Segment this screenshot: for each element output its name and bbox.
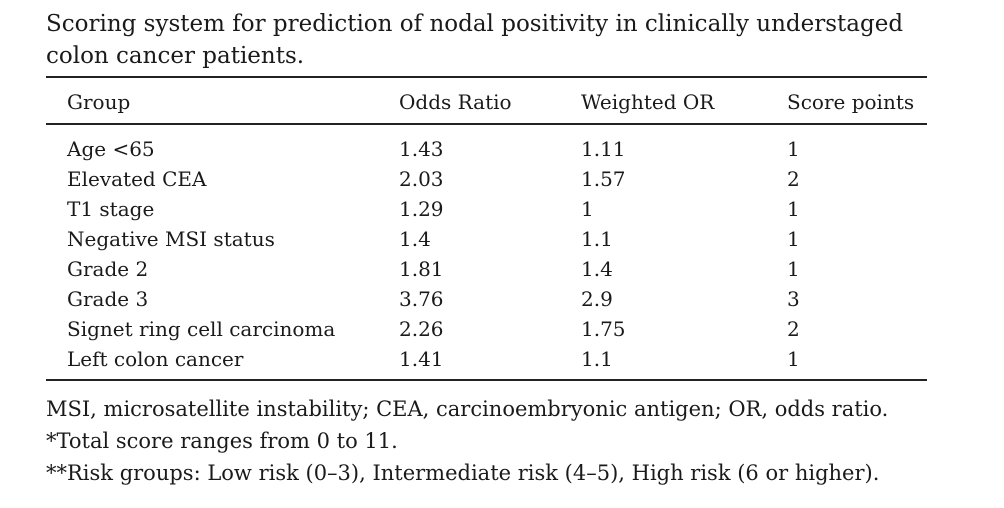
header-score-points: Score points bbox=[787, 90, 915, 114]
table-header-rule bbox=[46, 123, 927, 125]
table-row: Negative MSI status 1.4 1.1 1 bbox=[46, 224, 927, 254]
cell-weighted-or: 1.57 bbox=[581, 167, 626, 191]
cell-score-points: 2 bbox=[787, 167, 800, 191]
cell-score-points: 1 bbox=[787, 227, 800, 251]
cell-group: Negative MSI status bbox=[67, 227, 275, 251]
cell-score-points: 3 bbox=[787, 287, 800, 311]
table-row: Left colon cancer 1.41 1.1 1 bbox=[46, 344, 927, 374]
cell-group: Left colon cancer bbox=[67, 347, 244, 371]
cell-score-points: 1 bbox=[787, 347, 800, 371]
cell-odds-ratio: 1.29 bbox=[399, 197, 444, 221]
table-row: Grade 3 3.76 2.9 3 bbox=[46, 284, 927, 314]
cell-odds-ratio: 1.43 bbox=[399, 137, 444, 161]
cell-group: Grade 3 bbox=[67, 287, 149, 311]
cell-odds-ratio: 1.4 bbox=[399, 227, 431, 251]
cell-score-points: 1 bbox=[787, 197, 800, 221]
cell-score-points: 1 bbox=[787, 137, 800, 161]
cell-weighted-or: 1.1 bbox=[581, 227, 613, 251]
header-row: Group Odds Ratio Weighted OR Score point… bbox=[46, 86, 927, 118]
cell-group: Age <65 bbox=[67, 137, 155, 161]
cell-group: T1 stage bbox=[67, 197, 155, 221]
table-top-rule bbox=[46, 76, 927, 78]
cell-odds-ratio: 2.03 bbox=[399, 167, 444, 191]
footnote-abbreviations: MSI, microsatellite instability; CEA, ca… bbox=[46, 397, 889, 421]
cell-odds-ratio: 3.76 bbox=[399, 287, 444, 311]
cell-weighted-or: 1.11 bbox=[581, 137, 626, 161]
cell-weighted-or: 1.1 bbox=[581, 347, 613, 371]
cell-odds-ratio: 2.26 bbox=[399, 317, 444, 341]
cell-weighted-or: 1 bbox=[581, 197, 594, 221]
table-row: T1 stage 1.29 1 1 bbox=[46, 194, 927, 224]
header-weighted-or: Weighted OR bbox=[581, 90, 715, 114]
cell-score-points: 1 bbox=[787, 257, 800, 281]
table-footnotes: MSI, microsatellite instability; CEA, ca… bbox=[46, 393, 946, 489]
table-caption: Scoring system for prediction of nodal p… bbox=[46, 11, 904, 69]
cell-group: Signet ring cell carcinoma bbox=[67, 317, 336, 341]
table-row: Grade 2 1.81 1.4 1 bbox=[46, 254, 927, 284]
header-group: Group bbox=[67, 90, 131, 114]
table-bottom-rule bbox=[46, 379, 927, 381]
cell-odds-ratio: 1.41 bbox=[399, 347, 444, 371]
table-row: Elevated CEA 2.03 1.57 2 bbox=[46, 164, 927, 194]
cell-weighted-or: 2.9 bbox=[581, 287, 613, 311]
footnote-risk-groups: **Risk groups: Low risk (0–3), Intermedi… bbox=[46, 461, 880, 485]
footnote-total-score: *Total score ranges from 0 to 11. bbox=[46, 429, 398, 453]
cell-group: Grade 2 bbox=[67, 257, 149, 281]
table-header: Group Odds Ratio Weighted OR Score point… bbox=[46, 86, 927, 118]
cell-score-points: 2 bbox=[787, 317, 800, 341]
cell-odds-ratio: 1.81 bbox=[399, 257, 444, 281]
table-row: Age <65 1.43 1.11 1 bbox=[46, 134, 927, 164]
cell-weighted-or: 1.4 bbox=[581, 257, 613, 281]
table-body: Age <65 1.43 1.11 1 Elevated CEA 2.03 1.… bbox=[46, 134, 927, 374]
cell-group: Elevated CEA bbox=[67, 167, 207, 191]
header-odds-ratio: Odds Ratio bbox=[399, 90, 512, 114]
table-row: Signet ring cell carcinoma 2.26 1.75 2 bbox=[46, 314, 927, 344]
cell-weighted-or: 1.75 bbox=[581, 317, 626, 341]
